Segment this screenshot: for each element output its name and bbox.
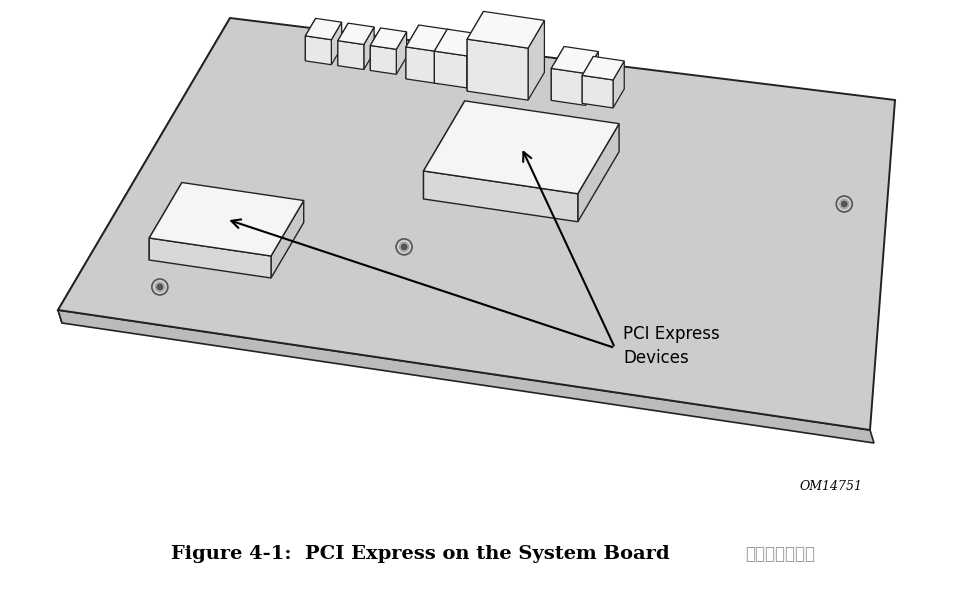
Polygon shape — [305, 18, 316, 61]
Polygon shape — [582, 57, 593, 103]
Polygon shape — [467, 34, 480, 88]
Polygon shape — [331, 22, 342, 65]
Polygon shape — [585, 51, 599, 105]
Polygon shape — [338, 23, 348, 66]
Polygon shape — [305, 36, 331, 65]
Polygon shape — [364, 27, 374, 70]
Polygon shape — [468, 11, 544, 48]
Polygon shape — [582, 75, 613, 108]
Polygon shape — [305, 18, 342, 40]
Text: Figure 4-1:  PCI Express on the System Board: Figure 4-1: PCI Express on the System Bo… — [171, 545, 670, 563]
Polygon shape — [370, 28, 381, 70]
Polygon shape — [434, 29, 480, 56]
Polygon shape — [424, 101, 465, 199]
Polygon shape — [397, 32, 406, 74]
Polygon shape — [58, 18, 234, 323]
Polygon shape — [434, 51, 467, 88]
Polygon shape — [438, 30, 451, 83]
Polygon shape — [434, 29, 447, 83]
Polygon shape — [406, 25, 451, 52]
Circle shape — [400, 243, 408, 251]
Circle shape — [836, 196, 852, 212]
Circle shape — [397, 239, 412, 255]
Polygon shape — [468, 11, 483, 91]
Circle shape — [840, 200, 849, 208]
Polygon shape — [551, 46, 564, 100]
Circle shape — [152, 279, 168, 295]
Polygon shape — [150, 182, 303, 256]
Circle shape — [156, 283, 164, 291]
Polygon shape — [370, 45, 397, 74]
Polygon shape — [613, 61, 624, 108]
Text: PCI Express
Devices: PCI Express Devices — [623, 325, 719, 367]
Polygon shape — [577, 124, 619, 222]
Text: OM14751: OM14751 — [800, 480, 863, 493]
Polygon shape — [58, 18, 895, 430]
Polygon shape — [551, 46, 599, 73]
Polygon shape — [370, 28, 406, 49]
Polygon shape — [582, 57, 624, 80]
Text: 硼件电子工程师: 硼件电子工程师 — [745, 545, 815, 563]
Polygon shape — [551, 69, 585, 105]
Polygon shape — [468, 39, 528, 100]
Polygon shape — [338, 41, 364, 70]
Polygon shape — [406, 25, 419, 79]
Polygon shape — [271, 200, 303, 278]
Polygon shape — [58, 310, 874, 443]
Polygon shape — [338, 23, 374, 45]
Polygon shape — [424, 101, 619, 194]
Polygon shape — [406, 47, 438, 83]
Polygon shape — [424, 171, 577, 222]
Polygon shape — [150, 238, 271, 278]
Polygon shape — [150, 182, 182, 260]
Polygon shape — [528, 20, 544, 100]
